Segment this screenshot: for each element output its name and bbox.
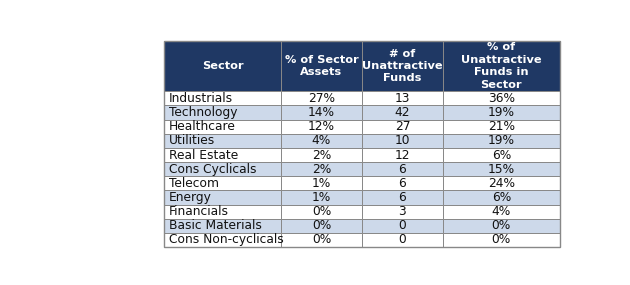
Bar bbox=[164, 190, 281, 205]
Text: 10: 10 bbox=[395, 135, 410, 147]
Text: 0%: 0% bbox=[312, 219, 331, 232]
Text: Energy: Energy bbox=[169, 191, 212, 204]
Text: 3: 3 bbox=[399, 205, 406, 218]
Text: 1%: 1% bbox=[312, 191, 331, 204]
Text: 6: 6 bbox=[399, 163, 406, 176]
Bar bbox=[362, 41, 443, 91]
Bar bbox=[281, 91, 362, 105]
Bar bbox=[443, 120, 559, 134]
Bar bbox=[362, 105, 443, 120]
Text: 2%: 2% bbox=[312, 163, 331, 176]
Text: Basic Materials: Basic Materials bbox=[169, 219, 262, 232]
Text: 6%: 6% bbox=[492, 191, 511, 204]
Bar bbox=[443, 219, 559, 233]
Text: 6: 6 bbox=[399, 177, 406, 190]
Text: Real Estate: Real Estate bbox=[169, 148, 238, 162]
Bar bbox=[443, 205, 559, 219]
Text: Cons Non-cyclicals: Cons Non-cyclicals bbox=[169, 233, 284, 247]
Bar bbox=[362, 219, 443, 233]
Text: Utilities: Utilities bbox=[169, 135, 215, 147]
Text: 14%: 14% bbox=[308, 106, 335, 119]
Text: 4%: 4% bbox=[312, 135, 331, 147]
Bar bbox=[164, 91, 281, 105]
Text: Financials: Financials bbox=[169, 205, 229, 218]
Text: 21%: 21% bbox=[488, 120, 515, 133]
Bar bbox=[443, 176, 559, 190]
Text: % of
Unattractive
Funds in
Sector: % of Unattractive Funds in Sector bbox=[461, 42, 542, 90]
Bar bbox=[164, 134, 281, 148]
Bar bbox=[362, 205, 443, 219]
Bar bbox=[362, 91, 443, 105]
Bar bbox=[443, 134, 559, 148]
Bar bbox=[164, 219, 281, 233]
Text: 2%: 2% bbox=[312, 148, 331, 162]
Text: 4%: 4% bbox=[492, 205, 511, 218]
Text: Industrials: Industrials bbox=[169, 92, 233, 105]
Text: 15%: 15% bbox=[488, 163, 515, 176]
Text: # of
Unattractive
Funds: # of Unattractive Funds bbox=[362, 49, 443, 84]
Bar bbox=[281, 176, 362, 190]
Bar bbox=[362, 120, 443, 134]
Text: 12: 12 bbox=[395, 148, 410, 162]
Text: 0: 0 bbox=[399, 233, 406, 247]
Bar bbox=[164, 233, 281, 247]
Bar bbox=[164, 205, 281, 219]
Bar bbox=[443, 105, 559, 120]
Text: 6%: 6% bbox=[492, 148, 511, 162]
Bar bbox=[164, 41, 559, 247]
Text: 0: 0 bbox=[399, 219, 406, 232]
Bar bbox=[443, 41, 559, 91]
Text: 19%: 19% bbox=[488, 106, 515, 119]
Text: Cons Cyclicals: Cons Cyclicals bbox=[169, 163, 256, 176]
Text: Healthcare: Healthcare bbox=[169, 120, 236, 133]
Text: 0%: 0% bbox=[492, 219, 511, 232]
Text: Sector: Sector bbox=[202, 61, 243, 71]
Text: 19%: 19% bbox=[488, 135, 515, 147]
Bar bbox=[281, 162, 362, 176]
Bar bbox=[164, 41, 281, 91]
Bar bbox=[281, 41, 362, 91]
Bar bbox=[443, 91, 559, 105]
Bar bbox=[443, 148, 559, 162]
Bar bbox=[164, 162, 281, 176]
Text: 1%: 1% bbox=[312, 177, 331, 190]
Text: 6: 6 bbox=[399, 191, 406, 204]
Text: 0%: 0% bbox=[492, 233, 511, 247]
Bar bbox=[362, 148, 443, 162]
Bar bbox=[164, 176, 281, 190]
Bar bbox=[443, 233, 559, 247]
Bar bbox=[281, 233, 362, 247]
Text: Telecom: Telecom bbox=[169, 177, 219, 190]
Text: 0%: 0% bbox=[312, 205, 331, 218]
Bar bbox=[164, 120, 281, 134]
Text: 0%: 0% bbox=[312, 233, 331, 247]
Bar bbox=[281, 134, 362, 148]
Bar bbox=[443, 190, 559, 205]
Bar bbox=[362, 190, 443, 205]
Text: 12%: 12% bbox=[308, 120, 335, 133]
Text: % of Sector
Assets: % of Sector Assets bbox=[285, 55, 358, 77]
Text: 36%: 36% bbox=[488, 92, 515, 105]
Bar bbox=[281, 105, 362, 120]
Bar bbox=[362, 134, 443, 148]
Bar bbox=[362, 176, 443, 190]
Text: 13: 13 bbox=[395, 92, 410, 105]
Text: 24%: 24% bbox=[488, 177, 515, 190]
Bar bbox=[281, 120, 362, 134]
Text: 27%: 27% bbox=[308, 92, 335, 105]
Bar bbox=[281, 148, 362, 162]
Bar bbox=[164, 148, 281, 162]
Bar bbox=[281, 219, 362, 233]
Bar bbox=[362, 162, 443, 176]
Text: Technology: Technology bbox=[169, 106, 238, 119]
Text: 42: 42 bbox=[395, 106, 410, 119]
Bar bbox=[362, 233, 443, 247]
Bar bbox=[164, 105, 281, 120]
Bar bbox=[443, 162, 559, 176]
Bar bbox=[281, 190, 362, 205]
Text: 27: 27 bbox=[395, 120, 410, 133]
Bar bbox=[281, 205, 362, 219]
